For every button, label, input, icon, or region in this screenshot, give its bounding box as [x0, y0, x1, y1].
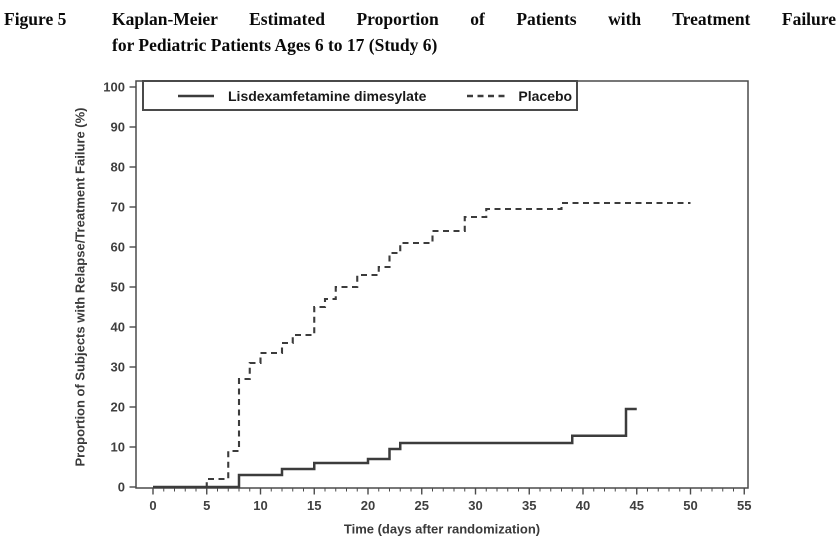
- x-tick-label: 35: [522, 498, 536, 513]
- x-tick-label: 40: [576, 498, 590, 513]
- y-tick-label: 30: [111, 360, 125, 375]
- figure-title-line2: for Pediatric Patients Ages 6 to 17 (Stu…: [112, 35, 438, 55]
- y-axis-title: Proportion of Subjects with Relapse/Trea…: [72, 107, 88, 467]
- y-tick-label: 10: [111, 440, 125, 455]
- series-curve-lisdexamfetamine-dimesylate: [153, 407, 637, 489]
- x-tick-label: 50: [683, 498, 697, 513]
- y-tick-label: 70: [111, 200, 125, 215]
- x-tick-label: 20: [361, 498, 375, 513]
- figure-title-text: Kaplan-Meier Estimated Proportion of Pat…: [112, 6, 836, 58]
- x-tick-label: 45: [630, 498, 644, 513]
- series-curve-placebo: [153, 201, 691, 489]
- y-tick-label: 60: [111, 240, 125, 255]
- figure-number-label: Figure 5: [4, 9, 67, 29]
- x-tick-label: 5: [203, 498, 210, 513]
- legend-item-placebo: Placebo: [466, 88, 572, 104]
- y-tick-label: 90: [111, 120, 125, 135]
- y-tick-label: 80: [111, 160, 125, 175]
- legend-label-placebo: Placebo: [518, 87, 573, 104]
- x-tick-label: 0: [149, 498, 156, 513]
- x-tick-label: 25: [415, 498, 429, 513]
- x-tick-label: 15: [307, 498, 321, 513]
- legend-solid-line-swatch: [178, 94, 214, 97]
- plot-frame: [135, 80, 749, 489]
- y-tick-label: 0: [118, 480, 125, 495]
- y-tick-label: 40: [111, 320, 125, 335]
- legend-label-lisdexamfetamine: Lisdexamfetamine dimesylate: [228, 87, 427, 104]
- x-tick-label: 55: [737, 498, 751, 513]
- figure-title-line1: Kaplan-Meier Estimated Proportion of Pat…: [112, 9, 836, 29]
- y-tick-label: 100: [103, 80, 125, 95]
- y-tick-label: 50: [111, 280, 125, 295]
- legend-item-lisdexamfetamine: Lisdexamfetamine dimesylate: [177, 88, 426, 104]
- x-axis-title: Time (days after randomization): [343, 521, 541, 537]
- x-tick-label: 30: [468, 498, 482, 513]
- figure-title: Figure 5 Kaplan-Meier Estimated Proporti…: [4, 6, 836, 58]
- legend-dashed-line-swatch: [467, 94, 506, 97]
- y-tick-label: 20: [111, 400, 125, 415]
- x-tick-label: 10: [253, 498, 267, 513]
- legend: Lisdexamfetamine dimesylate Placebo: [142, 80, 578, 111]
